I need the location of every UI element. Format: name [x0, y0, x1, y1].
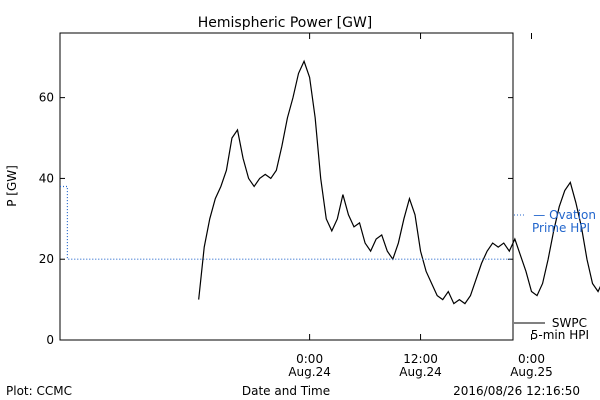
x-tick-label-date: Aug.24	[399, 365, 442, 379]
y-tick-label: 60	[39, 91, 54, 105]
x-tick-label-time: 12:00	[403, 352, 438, 366]
legend-swpc-line2: 5-min HPI	[531, 328, 589, 342]
y-axis-ticks: 0 20 40 60	[39, 91, 513, 347]
chart-title: Hemispheric Power [GW]	[198, 15, 373, 31]
ovation-prime-hpi-line	[60, 185, 512, 260]
y-axis-label: P [GW]	[5, 165, 19, 207]
y-tick-label: 20	[39, 252, 54, 266]
x-axis-ticks: 0:00Aug.2412:00Aug.240:00Aug.2512:00Aug.…	[288, 33, 553, 379]
y-tick-label: 40	[39, 171, 54, 185]
plot-frame	[59, 32, 514, 341]
footer-x-axis-title: Date and Time	[242, 384, 330, 398]
footer-timestamp: 2016/08/26 12:16:50	[453, 384, 580, 398]
swpc-5min-hpi-line	[198, 59, 600, 305]
footer-plot-credit: Plot: CCMC	[6, 384, 72, 398]
x-tick-label-time: 0:00	[518, 352, 545, 366]
legend-ovation-line1: — Ovation	[533, 208, 596, 222]
x-tick-label-date: Aug.24	[288, 365, 331, 379]
series-lines	[60, 59, 600, 305]
y-tick-label: 0	[46, 333, 54, 347]
legend-ovation-line2: Prime HPI	[532, 221, 590, 235]
legend-swpc-line1: SWPC	[552, 316, 587, 330]
x-tick-label-time: 0:00	[296, 352, 323, 366]
legend: — Ovation Prime HPI SWPC 5-min HPI	[514, 208, 596, 342]
x-tick-label-date: Aug.25	[510, 365, 553, 379]
